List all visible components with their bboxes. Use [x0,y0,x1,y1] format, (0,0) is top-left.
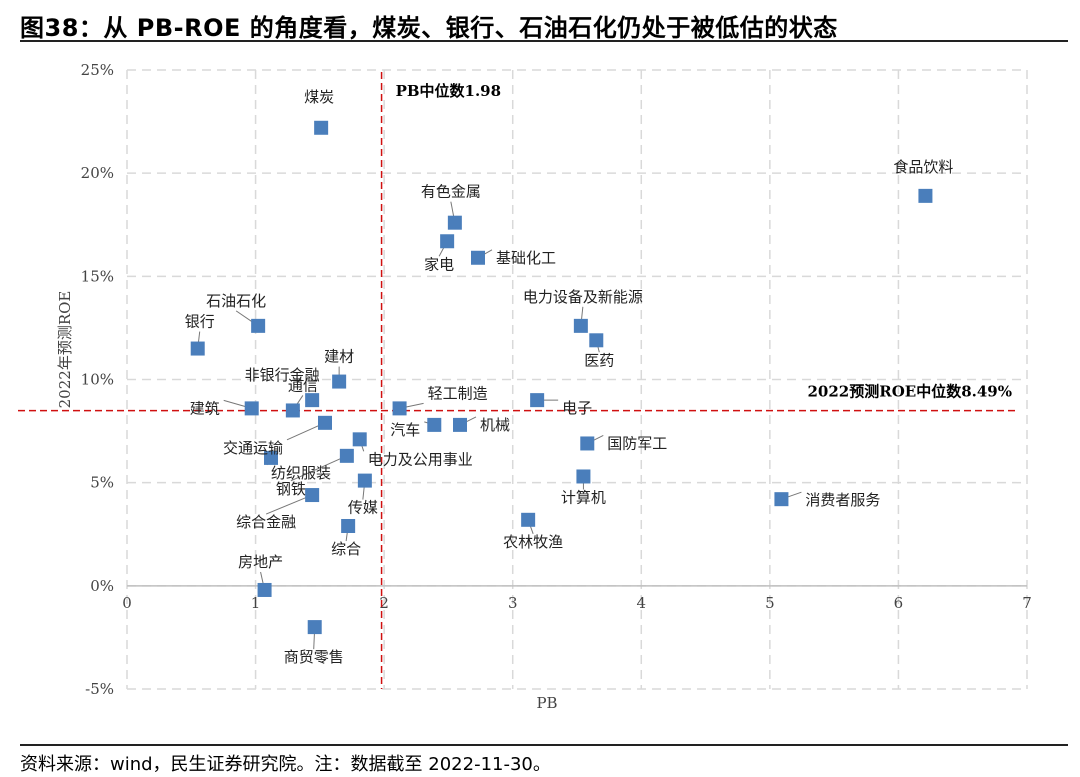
y-tick-label: 15% [81,267,114,285]
y-tick-label: 10% [81,371,114,389]
point-label: 国防军工 [607,434,667,452]
scatter-point [314,120,329,135]
figure-title: 图38：从 PB-ROE 的角度看，煤炭、银行、石油石化仍处于被低估的状态 [20,14,838,42]
scatter-point [427,417,442,432]
scatter-point [440,234,455,249]
point-label: 电子 [562,399,592,417]
leader-line [265,494,313,515]
scatter-point [521,512,536,527]
grid [126,69,1028,690]
point-label: 消费者服务 [805,491,880,509]
point-label: 食品饮料 [893,158,953,176]
scatter-point [453,417,467,432]
scatter-point [580,436,595,451]
point-label: 汽车 [390,421,420,439]
point-label: 综合金融 [236,513,296,531]
point-label: 计算机 [561,488,606,506]
point-label: 传媒 [348,499,378,517]
point-label: 非银行金融 [245,366,320,384]
x-tick-label: 4 [637,594,647,612]
scatter-point [918,188,933,203]
pb-roe-scatter-chart: 0 1 2 3 4 5 6 7 -5% 0% 5% 10% 15% 20% 25% PB中位数1.98 202… [18,61,1032,712]
scatter-point [573,318,588,333]
scatter-point [251,318,266,333]
scatter-point [471,250,485,265]
point-label: 家电 [424,255,454,273]
point-label: 交通运输 [223,439,283,457]
y-tick-label: 25% [81,61,114,79]
x-axis-label: PB [536,694,557,712]
reference-lines: PB中位数1.98 2022预测ROE中位数8.49% [18,72,1017,689]
point-label: 有色金属 [421,183,481,201]
point-label: 轻工制造 [428,384,488,402]
scatter-point [357,473,372,488]
point-label: 电力设备及新能源 [523,288,643,306]
point-label: 建材 [324,348,354,366]
scatter-point [341,518,356,533]
x-tick-label: 6 [894,594,904,612]
y-tick-label: 5% [90,474,114,492]
source-note: 资料来源：wind，民生证券研究院。注：数据截至 2022-11-30。 [20,754,551,775]
leader-line [290,455,348,482]
scatter-point [576,469,591,484]
x-tick-label: 3 [508,594,518,612]
scatter-point [264,450,278,465]
y-tick-label: -5% [85,680,114,698]
scatter-point [392,401,407,416]
point-label: 基础化工 [496,249,556,267]
point-label: 房地产 [238,553,283,571]
x-tick-label: 7 [1022,594,1032,612]
scatter-point [305,393,320,408]
points [190,120,933,635]
scatter-point [244,401,259,416]
y-axis-label: 2022年预测ROE [56,291,74,409]
scatter-point [190,341,205,356]
scatter-point [774,492,789,507]
x-tick-label: 5 [765,594,775,612]
pb-median-label: PB中位数1.98 [396,82,502,100]
point-label: 综合 [331,540,361,558]
y-tick-label: 0% [90,577,114,595]
scatter-point [530,393,545,408]
point-label: 石油石化 [206,292,266,310]
x-tick-label: 0 [122,594,132,612]
point-label: 医药 [584,351,614,369]
point-label: 钢铁 [276,480,306,498]
x-tick-label: 1 [251,594,261,612]
scatter-point [285,403,300,418]
point-label: 建筑 [190,399,220,417]
scatter-point [257,582,272,597]
title-rule [20,40,1068,42]
scatter-point [589,333,604,348]
point-label: 农林牧渔 [503,533,563,551]
point-label: 纺织服装 [271,464,331,482]
source-rule [20,744,1068,746]
scatter-point [352,432,367,447]
point-label: 煤炭 [304,88,334,106]
scatter-point [305,488,320,503]
scatter-point [318,415,332,430]
scatter-point [339,448,354,463]
point-label: 机械 [480,416,510,434]
point-label: 电力及公用事业 [368,450,473,468]
tick-labels: 0 1 2 3 4 5 6 7 -5% 0% 5% 10% 15% 20% 25% [81,61,1032,698]
scatter-point [447,215,462,230]
point-label: 银行 [185,313,215,331]
y-tick-label: 20% [81,164,114,182]
point-label: 商贸零售 [284,648,344,666]
x-tick-label: 2 [379,594,389,612]
scatter-point [332,374,347,389]
scatter-point [307,620,322,635]
point-label: 通信 [288,376,318,394]
roe-median-label: 2022预测ROE中位数8.49% [807,383,1012,401]
